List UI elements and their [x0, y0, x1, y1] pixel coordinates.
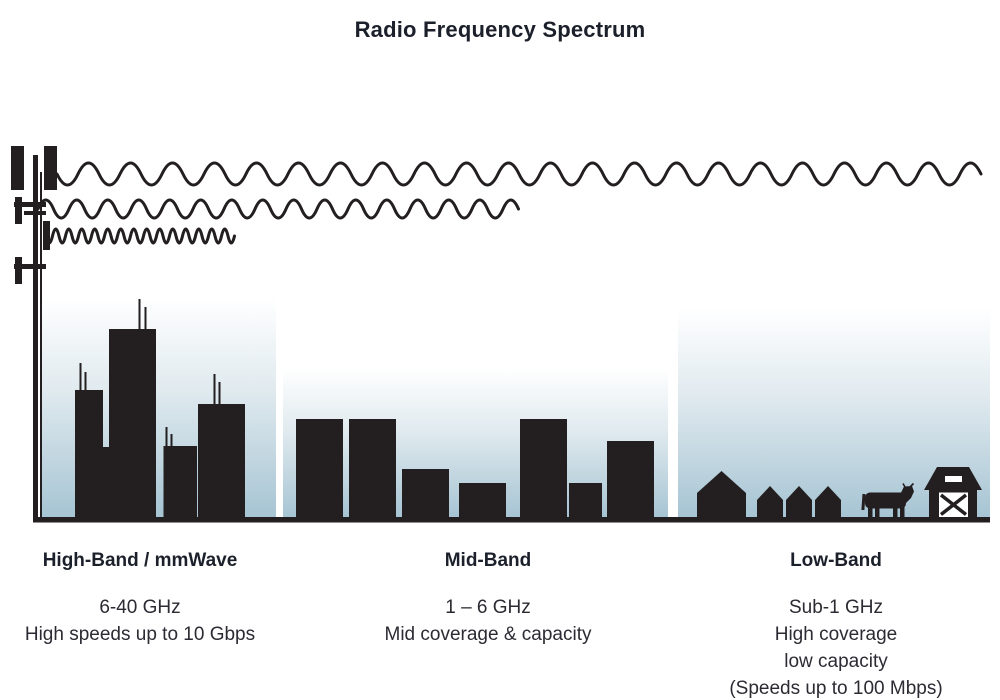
high-band-wave-icon [44, 227, 236, 245]
band-detail-line: 1 – 6 GHz [445, 597, 531, 618]
low-band-title: Low-Band [790, 550, 882, 571]
page-title: Radio Frequency Spectrum [354, 16, 646, 42]
house-icon [697, 471, 746, 517]
mid-band-details: 1 – 6 GHz Mid coverage & capacity [358, 594, 618, 648]
ground-line [33, 517, 990, 523]
band-detail-line: 6-40 GHz [99, 597, 181, 618]
mid-band-wave-icon [36, 198, 520, 220]
band-detail-line: low capacity [784, 651, 888, 672]
suburban-houses-icon [697, 471, 841, 517]
diagram-scene [11, 146, 990, 523]
low-band-details: Sub-1 GHz High coverage low capacity (Sp… [706, 594, 966, 700]
house-icon [757, 486, 783, 517]
house-icon [786, 486, 812, 517]
barn-icon [924, 467, 982, 517]
high-band-details: 6-40 GHz High speeds up to 10 Gbps [0, 594, 280, 648]
band-detail-line: High coverage [774, 624, 898, 645]
low-band-wave-icon [55, 161, 983, 187]
band-detail-line: Sub-1 GHz [789, 597, 883, 618]
band-detail-line: Mid coverage & capacity [384, 624, 592, 645]
high-band-label: High-Band / mmWave 6-40 GHz High speeds … [0, 550, 280, 648]
band-detail-line: High speeds up to 10 Gbps [24, 624, 256, 645]
high-band-title: High-Band / mmWave [42, 550, 238, 571]
city-skyline-icon [75, 299, 245, 517]
radio-waves [36, 161, 983, 245]
mid-band-title: Mid-Band [444, 550, 532, 571]
low-band-label: Low-Band Sub-1 GHz High coverage low cap… [706, 550, 966, 700]
house-icon [815, 486, 841, 517]
cow-icon [861, 482, 915, 517]
cell-tower-icon [11, 146, 57, 517]
mid-band-label: Mid-Band 1 – 6 GHz Mid coverage & capaci… [358, 550, 618, 648]
band-detail-line: (Speeds up to 100 Mbps) [729, 678, 943, 699]
midrise-buildings-icon [296, 419, 654, 517]
